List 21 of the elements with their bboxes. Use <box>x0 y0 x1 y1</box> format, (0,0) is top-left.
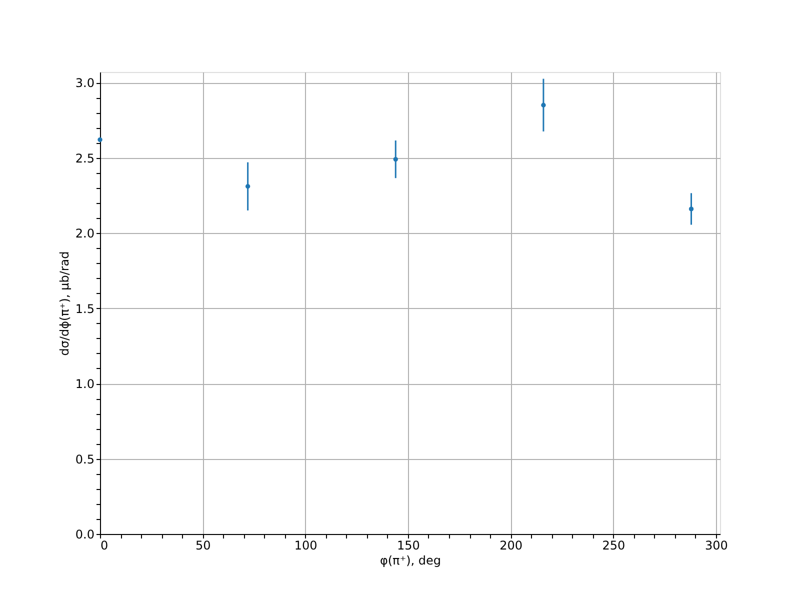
point <box>393 156 398 162</box>
x-tick-label: 0 <box>100 538 108 552</box>
y-tick-label: 1.0 <box>75 377 94 392</box>
x-tick-label: 250 <box>602 538 626 552</box>
point <box>688 206 694 212</box>
y-tick-label: 3.0 <box>75 76 94 90</box>
x-tick-label: 300 <box>704 538 728 552</box>
y-tick-label: 1.5 <box>75 302 94 316</box>
y-tick-label: 0.0 <box>75 528 94 542</box>
y-tick-label: 2.5 <box>75 151 94 166</box>
y-tick-label: 0.5 <box>75 452 94 466</box>
y-axis-title: dσ/dϕ(π⁺), μb/rad <box>57 251 72 356</box>
x-tick-label: 100 <box>294 538 318 552</box>
y-tick-label: 2.0 <box>75 226 94 241</box>
point <box>245 184 250 189</box>
x-axis-title: φ(π⁺), deg <box>380 554 442 568</box>
point <box>541 102 546 108</box>
x-tick-label: 50 <box>196 538 211 552</box>
point <box>98 137 102 142</box>
x-tick-label: 200 <box>500 538 523 552</box>
x-tick-label: 150 <box>396 538 420 552</box>
